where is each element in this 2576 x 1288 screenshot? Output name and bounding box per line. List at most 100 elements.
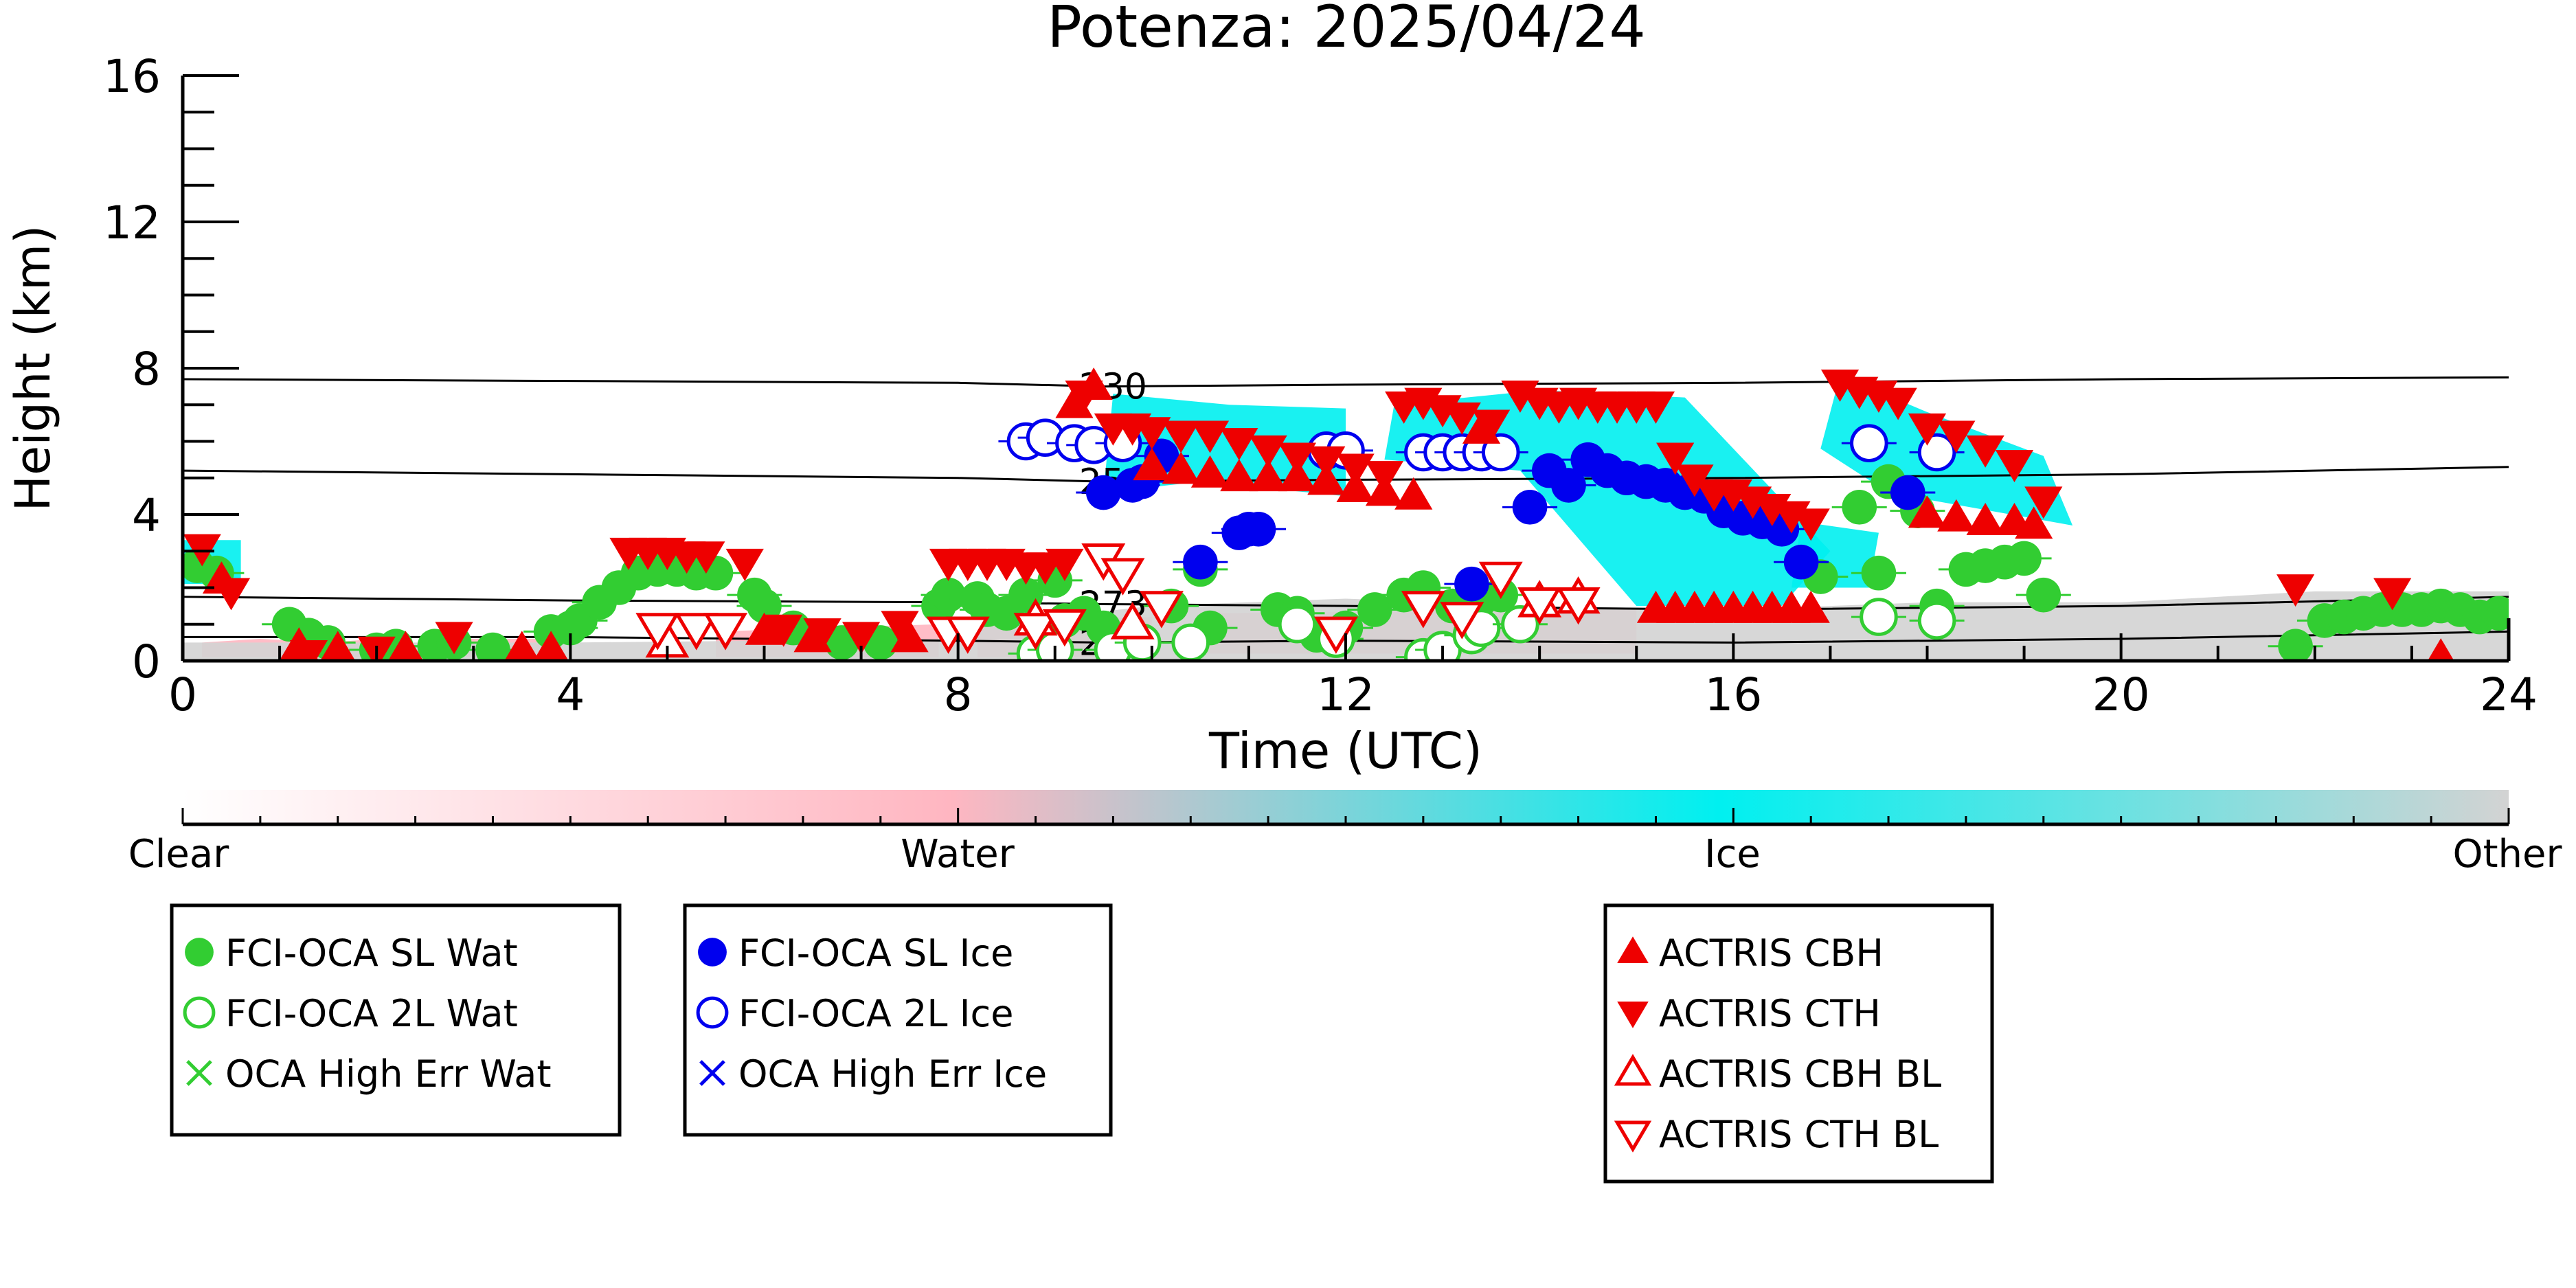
data-point (1792, 590, 1830, 623)
legend-label-8: ACTRIS CBH BL (1659, 1052, 1941, 1096)
data-point (745, 612, 784, 645)
data-point (1241, 512, 1276, 547)
data-point (1551, 468, 1586, 503)
data-point (1517, 587, 1562, 625)
data-point (674, 613, 719, 651)
data-point (1401, 591, 1445, 629)
axis-ticks: 0 4 8 12 16 20 24 0 4 8 12 16 (103, 50, 2538, 721)
data-point (533, 631, 569, 661)
legend-label-4: FCI-OCA 2L Ice (738, 992, 1013, 1035)
data-point (475, 632, 510, 661)
data-point (1472, 409, 1511, 442)
data-point (881, 611, 919, 644)
data-point (1190, 455, 1230, 488)
data-point (1013, 613, 1058, 651)
data-point (2276, 574, 2315, 607)
data-point (1861, 555, 1897, 591)
x-tick-label: 24 (2480, 668, 2538, 721)
y-tick-label: 8 (132, 343, 161, 396)
legend-box-water (170, 903, 622, 1137)
data-point (1307, 462, 1346, 495)
data-point (212, 578, 251, 611)
legend-label-5: OCA High Err Ice (738, 1052, 1047, 1096)
data-point (1792, 508, 1830, 541)
data-point (2024, 486, 2063, 519)
data-point (1860, 598, 1898, 636)
data-point (1139, 591, 1184, 629)
y-tick-label: 0 (132, 635, 161, 688)
legend-marker-6 (1617, 936, 1649, 963)
legend-box-actris (1603, 903, 1994, 1184)
data-point (687, 541, 725, 574)
x-tick-label: 0 (168, 668, 197, 721)
data-point (1042, 609, 1087, 647)
data-point (1307, 446, 1346, 479)
x-tick-label: 8 (944, 668, 973, 721)
phase-colorbar: Clear Water Ice Other (128, 790, 2562, 877)
data-point (2015, 506, 2053, 539)
legend-marker-4 (696, 996, 729, 1029)
legend-label-3: FCI-OCA SL Ice (738, 931, 1013, 975)
colorbar-label-ice: Ice (1704, 832, 1761, 877)
data-point (1171, 623, 1210, 661)
legend-label-9: ACTRIS CTH BL (1659, 1113, 1939, 1156)
legend-marker-7 (1617, 1002, 1649, 1028)
data-point (1278, 459, 1317, 492)
data-point (1636, 391, 1675, 424)
x-tick-label: 20 (2092, 668, 2150, 721)
data-point (2373, 578, 2412, 611)
colorbar-label-other: Other (2452, 832, 2562, 877)
data-point (1249, 459, 1287, 492)
data-point (1278, 442, 1317, 475)
data-point (635, 613, 680, 651)
legend-marker-3 (698, 938, 727, 967)
data-point (765, 614, 803, 647)
data-point (841, 622, 881, 655)
data-point (1085, 475, 1121, 510)
data-point (703, 613, 748, 651)
isotherm-line-279 (183, 630, 2509, 644)
data-point (1365, 461, 1404, 494)
data-point (1162, 420, 1200, 453)
isotherm-line-230 (182, 376, 2509, 388)
legend-label-2: OCA High Err Wat (225, 1052, 552, 1096)
data-point (435, 622, 473, 655)
data-point (1336, 470, 1375, 503)
data-point (1908, 495, 1947, 528)
data-point (1443, 402, 1481, 435)
legends (170, 903, 1994, 1184)
legend-marker-9 (1614, 1120, 1652, 1153)
data-point (1966, 435, 2004, 468)
data-point (1783, 544, 1819, 580)
y-tick-label: 16 (103, 50, 161, 103)
data-point (1454, 566, 1489, 602)
data-point (1220, 459, 1258, 492)
legend-box-ice (683, 903, 1113, 1137)
data-point (1110, 602, 1155, 640)
data-point (2481, 596, 2509, 631)
data-point (1278, 605, 1317, 644)
colorbar-ticks (181, 808, 2510, 824)
data-point (931, 577, 966, 613)
data-point (320, 631, 356, 661)
data-point (2007, 541, 2042, 576)
y-axis-label: Height (km) (5, 225, 61, 512)
data-point (1336, 453, 1375, 486)
legend-marker-1 (183, 996, 216, 1029)
data-point (1556, 587, 1601, 625)
data-point (1879, 387, 1917, 420)
data-point (725, 548, 764, 581)
data-point (1842, 490, 1877, 525)
data-point (504, 631, 540, 661)
x-axis-label: Time (UTC) (1208, 722, 1482, 780)
data-point (1065, 380, 1103, 413)
data-point (1512, 490, 1548, 525)
data-point (2278, 629, 2313, 661)
colorbar-label-water: Water (901, 832, 1015, 877)
x-tick-label: 16 (1704, 668, 1762, 721)
data-point (387, 631, 424, 661)
legend-marker-5 (699, 1060, 725, 1086)
data-point (1133, 417, 1171, 450)
y-tick-label: 4 (132, 489, 161, 542)
